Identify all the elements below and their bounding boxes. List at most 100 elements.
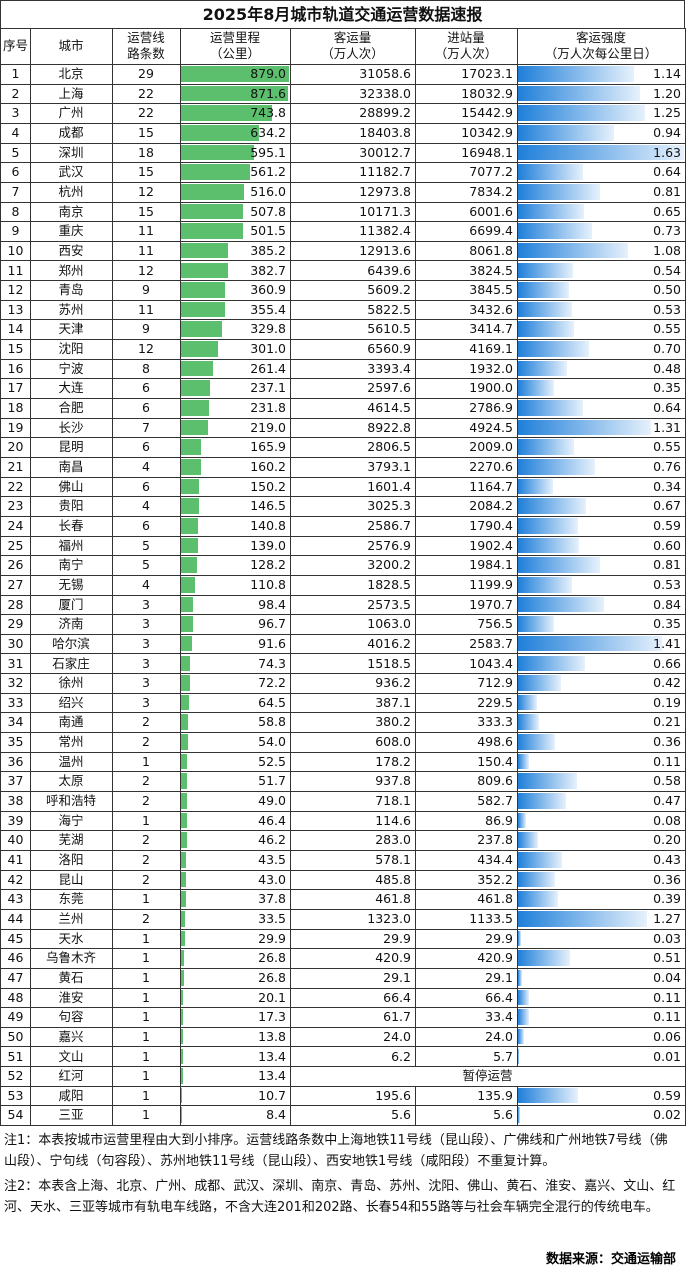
data-bar — [181, 596, 194, 613]
table-cell: 1164.7 — [415, 476, 518, 498]
cell-text: 15 — [138, 164, 154, 180]
cell-text: 5609.2 — [367, 282, 411, 298]
table-cell: 229.5 — [415, 692, 518, 714]
data-bar — [181, 517, 199, 534]
cell-text: 重庆 — [58, 223, 84, 239]
cell-text: 7834.2 — [469, 183, 513, 199]
table-cell: 33.4 — [415, 1007, 518, 1028]
table-cell: 3793.1 — [290, 457, 416, 478]
table-cell: 18403.8 — [290, 122, 416, 144]
cell-text: 756.5 — [477, 616, 513, 632]
cell-text: 22 — [7, 478, 24, 494]
table-cell: 420.9 — [290, 948, 416, 969]
table-cell: 31 — [0, 653, 31, 675]
data-bar — [181, 891, 186, 907]
table-cell: 114.6 — [290, 810, 416, 832]
table-cell: 福州 — [30, 535, 113, 557]
table-cell: 9 — [112, 280, 181, 301]
cell-text: 1 — [142, 1107, 150, 1123]
table-cell: 红河 — [30, 1066, 113, 1087]
cell-text: 哈尔滨 — [52, 635, 90, 651]
header-cell: 城市 — [30, 28, 113, 65]
table-cell: 0.55 — [517, 319, 686, 341]
cell-text: 1970.7 — [469, 596, 513, 612]
table-cell: 387.1 — [290, 692, 416, 714]
cell-text: 1900.0 — [469, 380, 513, 396]
cell-text: 济南 — [58, 616, 84, 632]
header-cell: 序号 — [0, 28, 31, 65]
cell-text: 66.4 — [485, 989, 513, 1005]
cell-text: 3 — [11, 105, 20, 121]
table-cell: 0.59 — [517, 515, 686, 537]
data-bar — [181, 1028, 183, 1045]
table-cell: 6439.6 — [290, 260, 416, 282]
table-cell: 1 — [112, 928, 181, 950]
data-bar — [518, 419, 652, 436]
table-cell: 32338.0 — [290, 83, 416, 105]
cell-text: 长沙 — [58, 419, 84, 435]
cell-text: 28 — [7, 596, 24, 612]
data-bar — [518, 694, 538, 711]
table-cell: 13.8 — [180, 1026, 291, 1048]
table-cell: 15 — [0, 339, 31, 360]
cell-text: 0.60 — [653, 537, 681, 553]
table-cell: 11 — [112, 299, 181, 321]
table-cell: 广州 — [30, 103, 113, 124]
table-cell: 2 — [112, 712, 181, 734]
data-bar — [181, 812, 187, 829]
cell-text: 6 — [142, 478, 150, 494]
cell-text: 38 — [7, 793, 24, 809]
table-cell: 0.70 — [517, 339, 686, 360]
table-cell: 2009.0 — [415, 437, 518, 458]
cell-text: 太原 — [58, 773, 84, 789]
table-cell: 7 — [0, 181, 31, 203]
cell-text: 8061.8 — [469, 242, 513, 258]
data-bar — [181, 164, 250, 180]
data-bar — [518, 910, 648, 927]
table-cell: 12 — [0, 280, 31, 301]
cell-text: 0.36 — [653, 734, 681, 750]
cell-text: 南宁 — [58, 557, 84, 573]
cell-text: 杭州 — [58, 183, 84, 199]
table-cell: 385.2 — [180, 240, 291, 262]
data-bar — [518, 557, 601, 573]
table-cell: 35 — [0, 732, 31, 753]
cell-text: 呼和浩特 — [45, 793, 96, 809]
table-cell: 呼和浩特 — [30, 791, 113, 812]
table-cell: 重庆 — [30, 221, 113, 242]
cell-text: 1133.5 — [469, 910, 513, 926]
data-bar — [181, 1009, 184, 1025]
cell-text: 7 — [142, 419, 150, 435]
cell-text: 北京 — [58, 66, 84, 81]
cell-text: 355.4 — [250, 301, 286, 317]
cell-text: 39 — [7, 812, 24, 828]
table-cell: 0.59 — [517, 1085, 686, 1107]
table-cell: 25 — [0, 535, 31, 557]
cell-text: 2786.9 — [469, 400, 513, 416]
table-cell: 22 — [112, 103, 181, 124]
data-bar — [518, 341, 590, 357]
cell-text: 14 — [7, 321, 24, 337]
table-cell: 86.9 — [415, 810, 518, 832]
table-cell: 0.36 — [517, 869, 686, 891]
data-bar — [518, 223, 593, 239]
cell-text: 18 — [138, 144, 154, 160]
data-bar — [181, 871, 187, 888]
table-cell: 74.3 — [180, 653, 291, 675]
cell-text: 30012.7 — [359, 144, 411, 160]
cell-text: 文山 — [58, 1048, 84, 1064]
cell-text: 2 — [142, 871, 150, 887]
table-cell: 26.8 — [180, 967, 291, 989]
table-cell: 1932.0 — [415, 358, 518, 380]
cell-text: 厦门 — [58, 596, 84, 612]
data-bar — [181, 223, 243, 239]
cell-text: 11182.7 — [359, 164, 411, 180]
table-cell: 2806.5 — [290, 437, 416, 458]
table-cell: 杭州 — [30, 181, 113, 203]
cell-text: 0.21 — [653, 714, 681, 730]
data-bar — [181, 400, 210, 416]
table-cell: 7834.2 — [415, 181, 518, 203]
cell-text: 24.0 — [383, 1028, 411, 1044]
cell-text: 5 — [142, 537, 150, 553]
table-cell: 18 — [112, 142, 181, 164]
